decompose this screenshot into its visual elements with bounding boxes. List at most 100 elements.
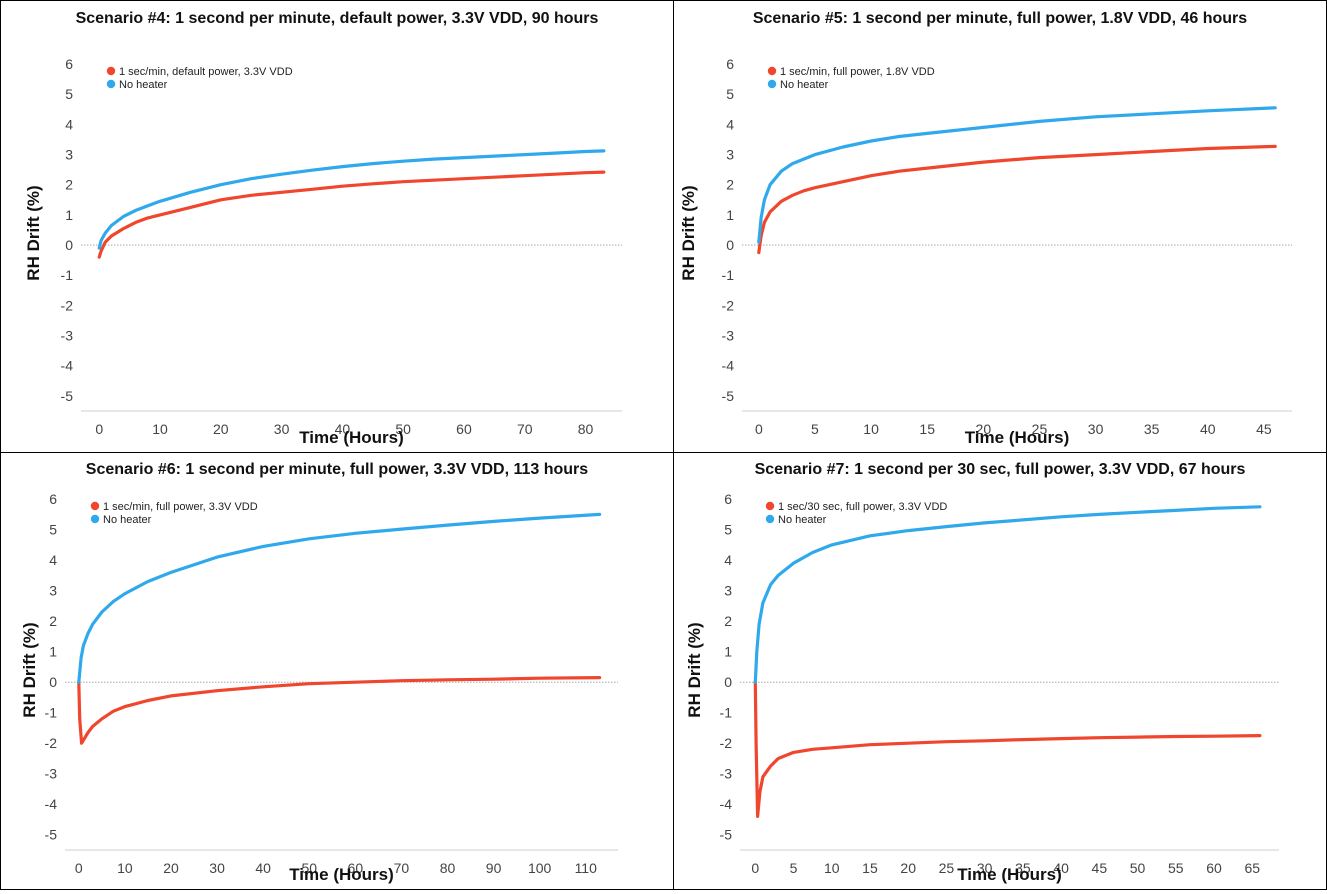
- x-tick-label: 10: [863, 421, 879, 437]
- y-tick-label: -3: [720, 766, 733, 782]
- x-tick-label: 45: [1092, 860, 1108, 876]
- x-tick-label: 55: [1168, 860, 1184, 876]
- y-tick-label: -5: [61, 388, 74, 404]
- x-tick-label: 80: [578, 421, 594, 437]
- y-tick-label: 5: [724, 522, 732, 538]
- frame-left: [0, 0, 1, 890]
- legend-marker: [90, 514, 100, 524]
- series-line-1: [757, 106, 1277, 244]
- legend-marker: [767, 79, 777, 89]
- x-tick-label: 25: [939, 860, 955, 876]
- x-tick-label: 60: [348, 860, 364, 876]
- y-tick-label: 3: [724, 583, 732, 599]
- x-tick-label: 25: [1032, 421, 1048, 437]
- series-line-0: [97, 170, 606, 259]
- legend-label: No heater: [780, 79, 829, 91]
- x-tick-label: 15: [919, 421, 935, 437]
- x-tick-label: 5: [790, 860, 798, 876]
- y-tick-label: -3: [45, 766, 58, 782]
- x-tick-label: 40: [1200, 421, 1216, 437]
- x-tick-label: 80: [440, 860, 456, 876]
- frame-divider-horizontal: [0, 452, 1327, 453]
- y-tick-label: -3: [61, 328, 74, 344]
- x-tick-label: 45: [1256, 421, 1272, 437]
- x-tick-label: 40: [255, 860, 271, 876]
- y-tick-label: -2: [720, 735, 733, 751]
- y-tick-label: 6: [65, 56, 73, 72]
- y-tick-label: -3: [722, 328, 735, 344]
- y-tick-label: 0: [724, 674, 732, 690]
- y-tick-label: -4: [720, 796, 733, 812]
- chart-title: Scenario #4: 1 second per minute, defaul…: [75, 10, 599, 27]
- y-tick-label: -1: [722, 267, 735, 283]
- series-line-1: [77, 512, 602, 684]
- x-axis-label: Time (Hours): [299, 428, 404, 447]
- legend-label: No heater: [119, 79, 168, 91]
- x-tick-label: 60: [1206, 860, 1222, 876]
- y-tick-label: 4: [726, 116, 734, 132]
- x-axis-label: Time (Hours): [965, 428, 1070, 447]
- y-tick-label: 2: [49, 613, 57, 629]
- y-tick-label: 3: [65, 147, 73, 163]
- series-line-1: [97, 149, 606, 250]
- x-tick-label: 35: [1015, 860, 1031, 876]
- y-tick-label: -2: [45, 735, 58, 751]
- x-tick-label: 40: [1053, 860, 1069, 876]
- series-line-0: [77, 676, 602, 745]
- y-tick-label: 1: [726, 207, 734, 223]
- y-tick-label: 5: [726, 86, 734, 102]
- x-tick-label: 30: [274, 421, 290, 437]
- x-tick-label: 10: [824, 860, 840, 876]
- x-tick-label: 70: [517, 421, 533, 437]
- x-tick-label: 40: [335, 421, 351, 437]
- y-tick-label: 0: [49, 674, 57, 690]
- series-line-0: [753, 680, 1262, 818]
- chart-title: Scenario #7: 1 second per 30 sec, full p…: [754, 461, 1246, 478]
- y-tick-label: 2: [724, 613, 732, 629]
- y-tick-label: 3: [726, 147, 734, 163]
- y-tick-label: 5: [49, 522, 57, 538]
- y-tick-label: 3: [49, 583, 57, 599]
- x-tick-label: 70: [394, 860, 410, 876]
- x-axis-label: Time (Hours): [289, 865, 394, 884]
- x-tick-label: 0: [755, 421, 763, 437]
- chart-title: Scenario #5: 1 second per minute, full p…: [752, 10, 1248, 27]
- y-tick-label: 2: [726, 177, 734, 193]
- legend-label: 1 sec/min, full power, 3.3V VDD: [103, 501, 258, 513]
- legend-label: 1 sec/30 sec, full power, 3.3V VDD: [778, 501, 947, 513]
- x-tick-label: 65: [1244, 860, 1260, 876]
- x-tick-label: 10: [117, 860, 133, 876]
- y-tick-label: 1: [65, 207, 73, 223]
- legend-marker: [90, 501, 100, 511]
- y-tick-label: 4: [65, 116, 73, 132]
- y-tick-label: 2: [65, 177, 73, 193]
- x-tick-label: 50: [395, 421, 411, 437]
- y-tick-label: 4: [724, 552, 732, 568]
- x-tick-label: 15: [862, 860, 878, 876]
- legend-label: 1 sec/min, full power, 1.8V VDD: [780, 66, 935, 78]
- x-tick-label: 5: [811, 421, 819, 437]
- frame-divider-vertical: [673, 0, 674, 890]
- x-tick-label: 110: [575, 860, 598, 876]
- y-tick-label: -4: [45, 796, 58, 812]
- x-tick-label: 50: [301, 860, 317, 876]
- legend-label: No heater: [103, 514, 152, 526]
- y-tick-label: 4: [49, 552, 57, 568]
- y-tick-label: -5: [722, 388, 735, 404]
- y-tick-label: -5: [720, 827, 733, 843]
- x-tick-label: 20: [163, 860, 179, 876]
- y-tick-label: 5: [65, 86, 73, 102]
- y-axis-label: RH Drift (%): [679, 185, 698, 280]
- x-tick-label: 35: [1144, 421, 1160, 437]
- x-tick-label: 0: [751, 860, 759, 876]
- x-tick-label: 0: [95, 421, 103, 437]
- y-tick-label: -2: [722, 297, 735, 313]
- frame-top: [0, 0, 1327, 1]
- y-tick-label: 0: [726, 237, 734, 253]
- y-axis-label: RH Drift (%): [685, 622, 704, 717]
- y-tick-label: 6: [726, 56, 734, 72]
- x-tick-label: 20: [900, 860, 916, 876]
- chart-panel-scenario-5: Scenario #5: 1 second per minute, full p…: [674, 1, 1326, 452]
